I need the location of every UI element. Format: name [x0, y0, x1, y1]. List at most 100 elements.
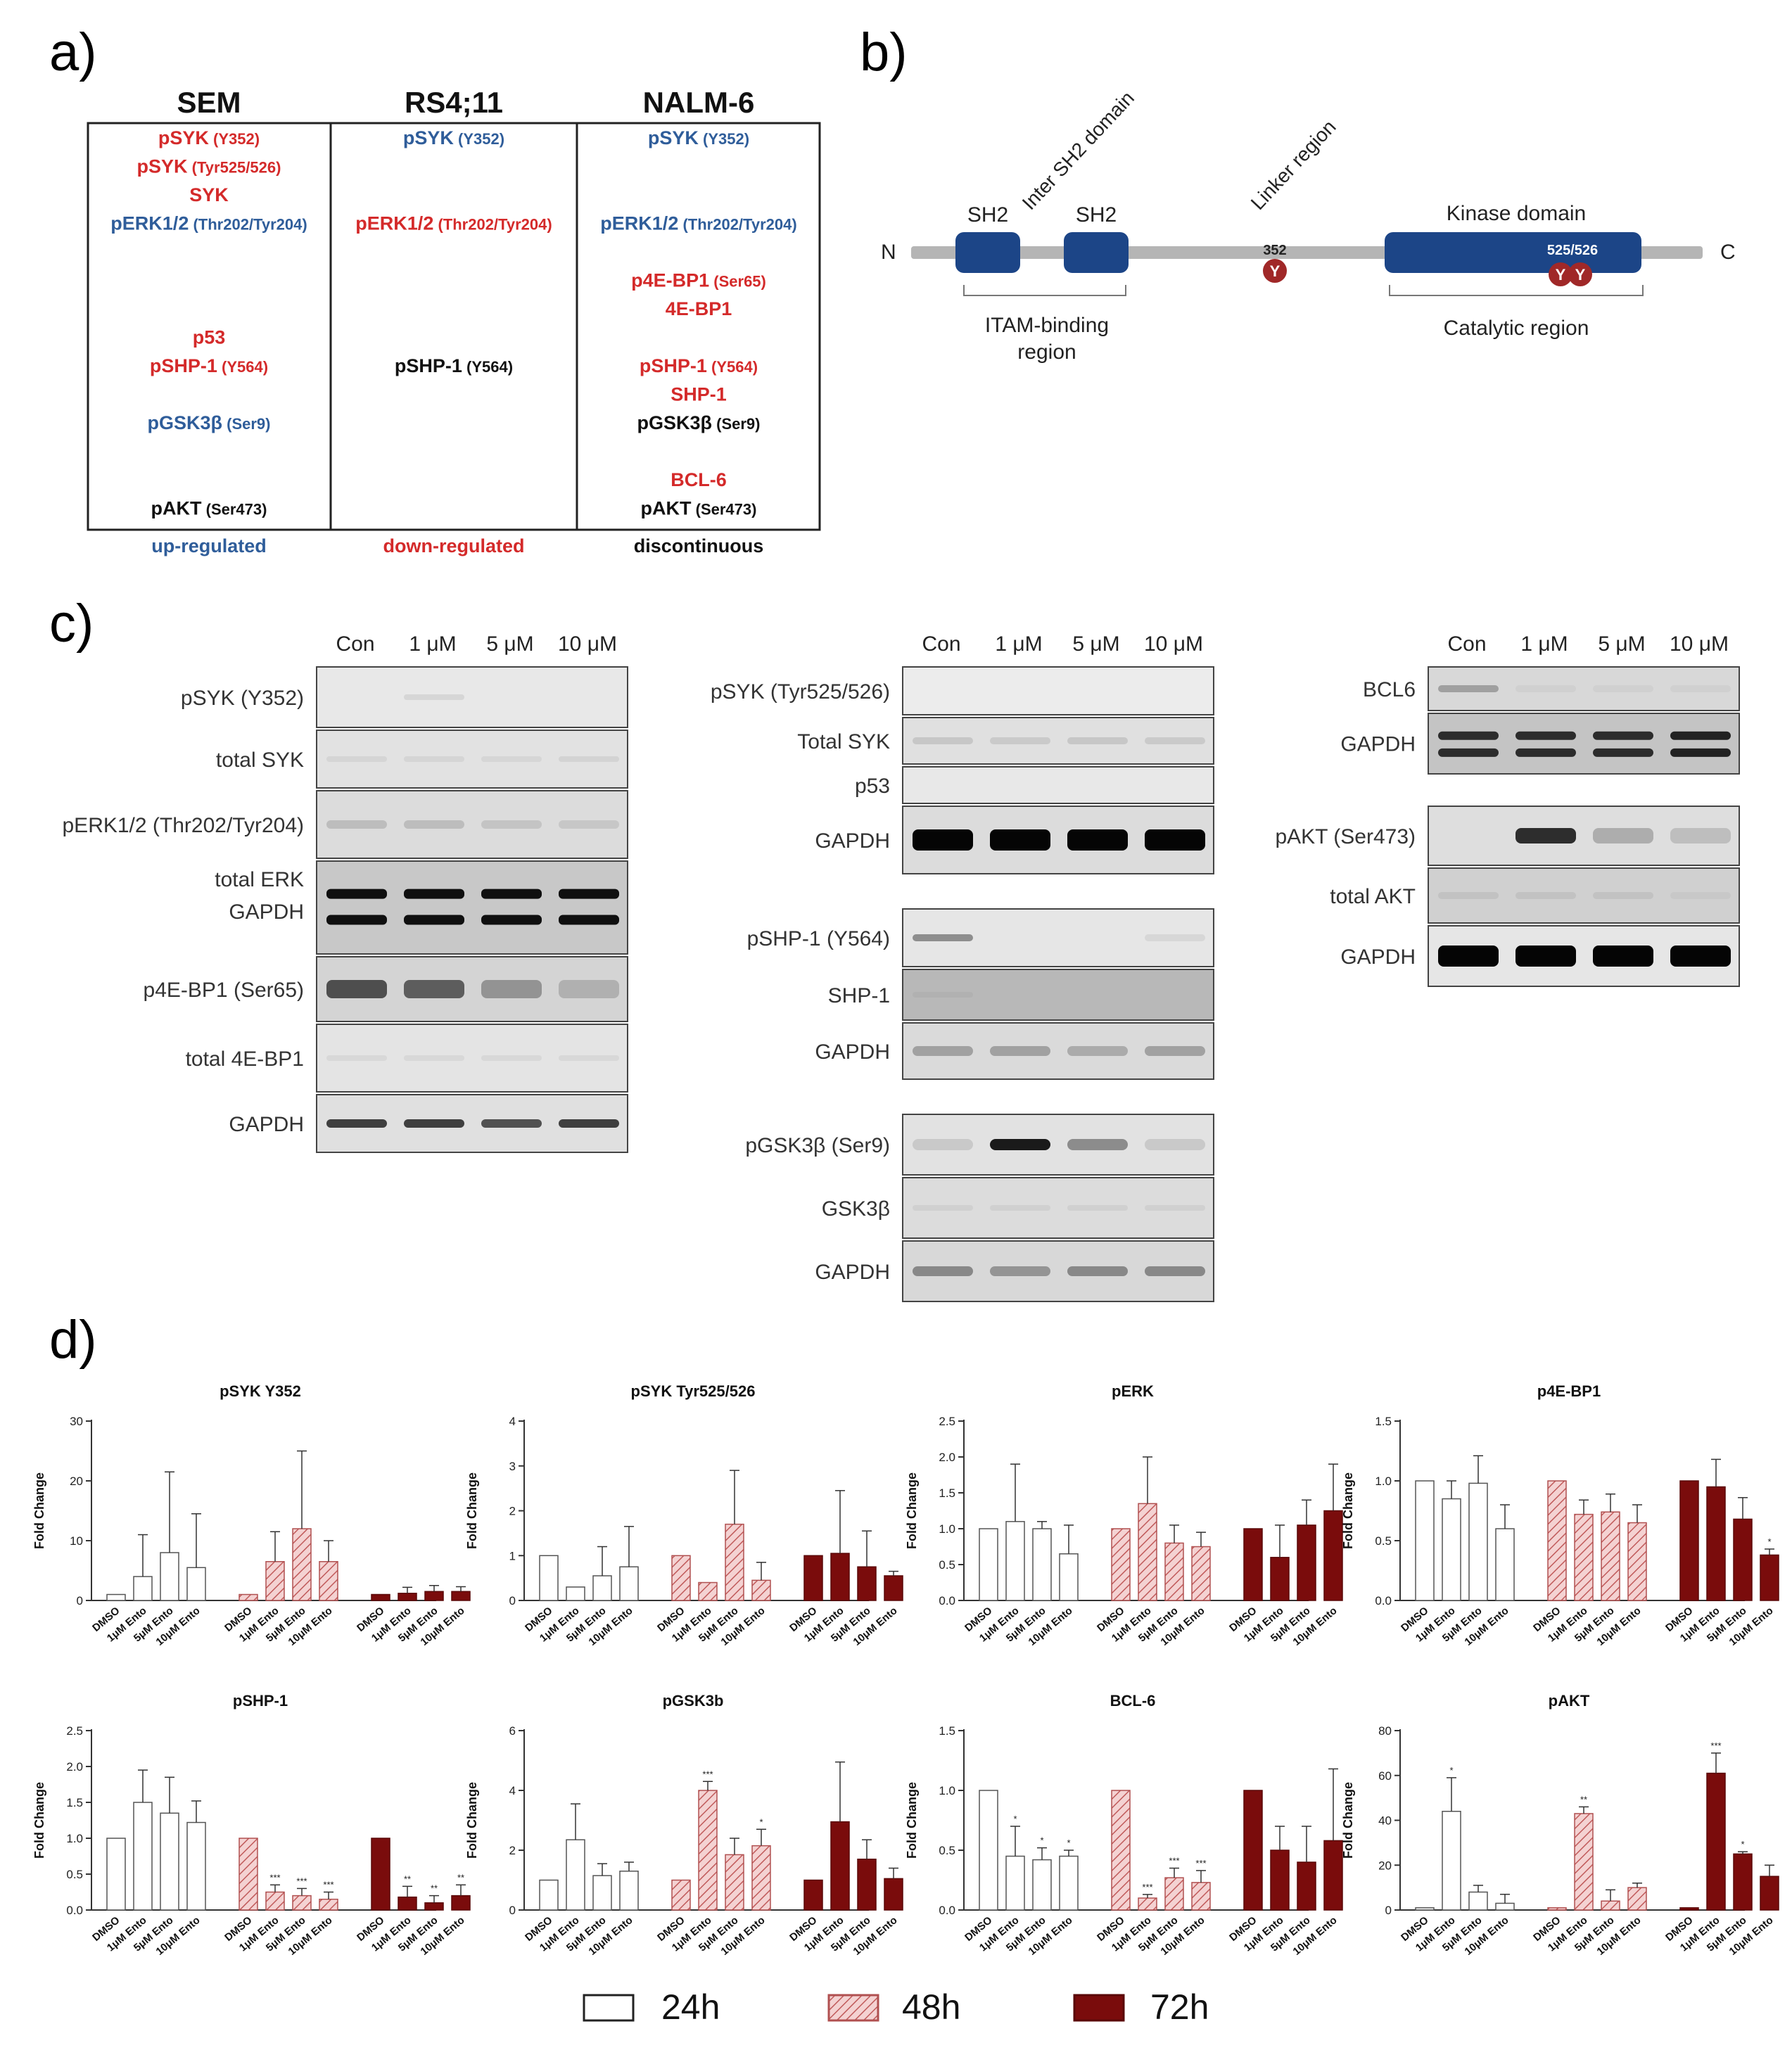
legend-footer-1: down-regulated [383, 535, 525, 556]
site-352-label: 352 [1263, 243, 1286, 258]
protein-band [913, 934, 973, 941]
marker-entry: pSHP-1 (Y564) [640, 355, 758, 376]
significance-mark: * [1067, 1838, 1070, 1848]
bar [292, 1528, 312, 1601]
catalytic-label: Catalytic region [1444, 317, 1589, 340]
bar [1111, 1528, 1131, 1601]
bar [539, 1555, 559, 1601]
protein-band [1593, 892, 1653, 899]
protein-band [1593, 828, 1653, 843]
bar [539, 1879, 559, 1911]
y-tick-label: 40 [1378, 1814, 1392, 1828]
protein-band [990, 1139, 1050, 1150]
bar [619, 1871, 639, 1911]
bar [857, 1859, 877, 1911]
protein-band [326, 1119, 387, 1128]
bar [566, 1586, 585, 1601]
marker-entry: SYK [189, 184, 229, 205]
protein-band [990, 1046, 1050, 1056]
bar [1442, 1811, 1461, 1911]
y-tick-label: 1.0 [939, 1522, 955, 1536]
significance-mark: * [1013, 1814, 1017, 1824]
panel-b-domain-diagram: N C SH2 SH2 Inter SH2 domain Linker regi… [881, 87, 1736, 364]
protein-band [1145, 1046, 1205, 1056]
y-tick-label: 1 [509, 1549, 516, 1562]
y-tick-label: 0.0 [939, 1594, 955, 1608]
blot-label: pSHP-1 (Y564) [747, 927, 890, 950]
bar [160, 1812, 179, 1911]
bar [751, 1579, 771, 1601]
bar [619, 1566, 639, 1601]
blot-label: GAPDH [815, 1040, 890, 1064]
marker-entry: pSYK (Y352) [648, 127, 749, 148]
legend-label-24h: 24h [661, 1987, 720, 2027]
y-tick-label: 2 [509, 1505, 516, 1518]
marker-entry: pSHP-1 (Y564) [150, 355, 268, 376]
marker-entry: pSHP-1 (Y564) [395, 355, 513, 376]
y-tick-label: 1.0 [1375, 1475, 1392, 1488]
catalytic-bracket [1389, 285, 1644, 296]
y-tick-label: 0.5 [939, 1844, 955, 1857]
lane-label: 5 μM [1598, 632, 1645, 656]
bar [1415, 1480, 1435, 1601]
protein-band [1067, 1139, 1128, 1150]
bar [698, 1790, 718, 1911]
blot-label: pSYK (Tyr525/526) [711, 680, 890, 704]
panel-b-label: b) [860, 23, 908, 82]
blot-strip [1428, 713, 1740, 775]
protein-band [1438, 946, 1499, 967]
protein-band [913, 1205, 973, 1211]
protein-band [404, 756, 464, 762]
significance-mark: ** [1580, 1794, 1587, 1804]
panel-a-label: a) [49, 23, 97, 82]
blot-strip [1428, 867, 1740, 924]
y-tick-label: 1.5 [939, 1487, 955, 1500]
protein-band [326, 915, 387, 925]
significance-mark: * [1449, 1765, 1453, 1776]
protein-band [1593, 946, 1653, 967]
blot-label: Total SYK [797, 730, 890, 753]
bar [1468, 1482, 1488, 1601]
protein-band [1670, 685, 1731, 692]
y-tick-label: 0.0 [939, 1904, 955, 1917]
legend-swatch-24h [583, 1994, 635, 2022]
y-tick-label: 10 [70, 1534, 83, 1548]
bar [1601, 1511, 1620, 1601]
panel-d-label: d) [49, 1310, 97, 1370]
bar [857, 1566, 877, 1601]
chart-title: pSYK Y352 [220, 1382, 301, 1400]
bar [1191, 1546, 1211, 1601]
protein-band [481, 1055, 542, 1061]
marker-entry: pSYK (Y352) [403, 127, 504, 148]
bar [424, 1902, 444, 1911]
y-tick-label: 2.0 [66, 1760, 83, 1774]
bar [292, 1895, 312, 1911]
chart-title: p4E-BP1 [1537, 1382, 1601, 1400]
protein-band [990, 1205, 1050, 1211]
protein-band [481, 820, 542, 829]
blot-label: GAPDH [1340, 732, 1416, 756]
blot-strip [316, 730, 628, 789]
protein-band [559, 1055, 619, 1061]
marker-entry: pGSK3β (Ser9) [148, 412, 271, 433]
column-header-2: NALM-6 [643, 86, 755, 119]
chart-title: pERK [1112, 1382, 1154, 1400]
bar [884, 1878, 903, 1911]
bar [1679, 1480, 1699, 1601]
significance-mark: *** [296, 1876, 307, 1886]
protein-band [481, 756, 542, 762]
y-tick-label: 30 [70, 1415, 83, 1428]
kinase-domain [1385, 232, 1641, 273]
significance-mark: ** [404, 1873, 411, 1884]
chart-ylabel: Fold Change [1341, 1472, 1355, 1549]
blot-strip [902, 1177, 1214, 1239]
blot-label: GSK3β [822, 1197, 890, 1221]
protein-band [481, 915, 542, 925]
marker-entry: BCL-6 [671, 469, 727, 490]
blot-label: GAPDH [815, 1261, 890, 1284]
lane-label: Con [336, 632, 374, 656]
bar [1706, 1486, 1726, 1601]
y-tick-label: 2.0 [939, 1451, 955, 1464]
blot-label: SHP-1 [828, 984, 890, 1007]
